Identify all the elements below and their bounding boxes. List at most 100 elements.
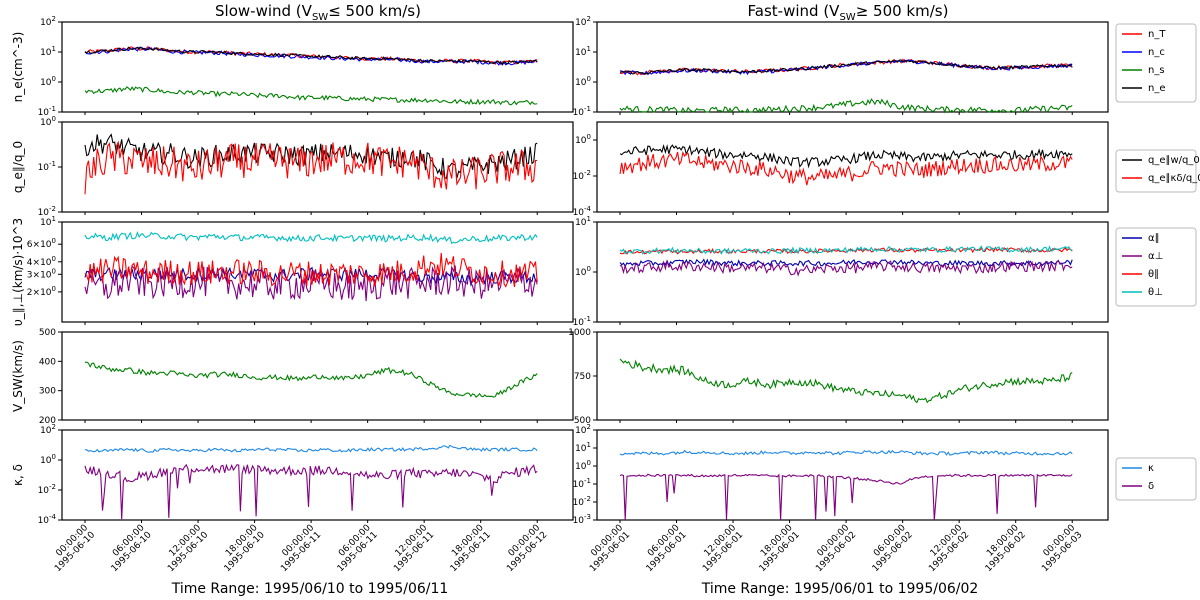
y-tick-label: 400	[39, 357, 56, 367]
y-tick-label: 100	[575, 459, 591, 472]
series-line-α∥	[619, 258, 1073, 268]
y-tick-label: 101	[40, 45, 56, 58]
y-tick-label: 100	[40, 453, 56, 466]
panel-density-right: 10-1 100 101 102	[573, 15, 1109, 118]
series-line-δ	[619, 473, 1073, 521]
series-line-α⊥	[619, 259, 1073, 277]
x-tick-label: 18:00:001995-06-10	[216, 523, 267, 574]
y-tick-label: 10-2	[38, 483, 56, 496]
legend-box	[1115, 23, 1197, 103]
x-tick-label: 12:00:001995-06-10	[159, 523, 210, 574]
y-tick-label: 10-1	[573, 477, 591, 490]
y-tick-label: 10-4	[573, 205, 592, 218]
y-tick-label: 500	[574, 416, 591, 426]
y-tick-label: 10-2	[38, 205, 56, 218]
series-line-n_s	[84, 86, 538, 106]
panel-heatflux-right: 10-4 10-2 100	[573, 121, 1109, 218]
y-tick-label: 10-3	[573, 513, 591, 526]
legend-label: κ	[1148, 463, 1154, 474]
axes-frame	[61, 21, 574, 113]
legend-kappa-delta: κδ	[1115, 457, 1197, 501]
legend-label: θ⊥	[1148, 287, 1163, 298]
x-tick-label: 18:00:001995-06-01	[751, 523, 802, 574]
y-tick-label: 102	[40, 423, 56, 436]
panel-speed-right: 500 750 1000	[568, 328, 1109, 426]
series-line-q_e∥κδ/q_0	[619, 150, 1073, 186]
y-tick-label: 750	[574, 372, 591, 382]
legend-label: q_e∥κδ/q_0	[1148, 173, 1200, 184]
axes-frame	[61, 221, 574, 323]
y-axis-label: n_e(cm^-3)	[11, 32, 25, 103]
y-tick-label: 101	[40, 215, 56, 228]
axes-frame	[61, 331, 574, 421]
series-line-θ∥	[84, 252, 538, 288]
y-tick-label: 2×100	[27, 285, 56, 298]
y-tick-label: 6×100	[27, 237, 56, 250]
axes-frame	[596, 121, 1109, 213]
x-tick-label: 12:00:001995-06-11	[385, 523, 436, 574]
x-tick-label: 00:00:001995-06-11	[272, 523, 323, 574]
panel-kappa-delta-right: 10-3 10-2 10-1 100 101 102	[573, 423, 1109, 526]
x-tick-label: 00:00:001995-06-12	[498, 523, 549, 574]
legend-box	[1115, 227, 1197, 307]
left-column-title: Slow-wind (VSW≤ 500 km/s)	[215, 2, 421, 23]
y-tick-label: 102	[40, 15, 56, 28]
y-tick-label: 3×100	[27, 267, 56, 280]
y-tick-label: 300	[39, 387, 56, 397]
legend-label: q_e∥w/q_0	[1148, 155, 1200, 166]
x-tick-label: 12:00:001995-06-01	[694, 523, 745, 574]
y-tick-label: 102	[575, 15, 591, 28]
x-tick-label: 06:00:001995-06-10	[103, 523, 154, 574]
x-tick-label: 12:00:001995-06-02	[920, 523, 971, 574]
x-tick-label: 00:00:001995-06-01	[581, 523, 632, 574]
legend-density: n_T n_c n_s n_e	[1115, 23, 1197, 103]
series-line-n_c	[619, 59, 1073, 76]
axes-frame	[61, 429, 574, 521]
y-tick-label: 500	[39, 328, 56, 338]
x-tick-label: 00:00:001995-06-03	[1033, 523, 1084, 574]
y-tick-label: 100	[575, 265, 591, 278]
series-line-n_e	[619, 59, 1073, 75]
y-tick-label: 200	[39, 416, 56, 426]
legend-label: δ	[1148, 481, 1154, 492]
right-time-range: Time Range: 1995/06/01 to 1995/06/02	[701, 581, 979, 597]
y-tick-label: 1000	[568, 328, 591, 338]
legend-label: α⊥	[1148, 251, 1163, 262]
series-line-θ∥	[619, 246, 1073, 255]
series-line-θ⊥	[619, 245, 1073, 255]
series-line-θ⊥	[84, 231, 538, 245]
legend-box	[1115, 457, 1197, 501]
y-axis-label: υ_∥,⊥(km/s)·10^3	[11, 218, 25, 326]
x-tick-label: 06:00:001995-06-01	[638, 523, 689, 574]
x-tick-label: 18:00:001995-06-02	[977, 523, 1028, 574]
legend-label: n_T	[1148, 29, 1166, 40]
y-tick-label: 10-1	[38, 160, 56, 173]
legend-label: n_c	[1148, 47, 1165, 58]
series-line-δ	[84, 463, 538, 520]
panel-thermal-right: 10-1 100 101	[573, 215, 1109, 328]
series-line-n_e	[84, 46, 538, 65]
y-tick-label: 4×100	[27, 255, 56, 268]
y-axis-label: V_SW(km/s)	[11, 340, 25, 412]
axes-frame	[596, 21, 1109, 113]
axes-frame	[596, 429, 1109, 521]
legend-label: θ∥	[1148, 269, 1159, 280]
x-tick-label: 18:00:001995-06-11	[442, 523, 493, 574]
y-tick-label: 10-4	[38, 513, 57, 526]
y-tick-label: 100	[40, 115, 56, 128]
series-line-V_SW	[619, 358, 1073, 404]
y-tick-label: 101	[575, 215, 591, 228]
y-axis-label: q_e∥/q_0	[11, 141, 25, 193]
panel-density-left: 10-1 100 101 102	[38, 15, 574, 118]
y-tick-label: 100	[40, 75, 56, 88]
x-tick-label: 00:00:001995-06-02	[807, 523, 858, 574]
x-tick-label: 06:00:001995-06-11	[329, 523, 380, 574]
panel-speed-left: 200 300 400 500	[39, 328, 574, 426]
y-tick-label: 102	[575, 423, 591, 436]
x-tick-label: 00:00:001995-06-10	[46, 523, 97, 574]
legend-label: n_s	[1148, 65, 1165, 76]
panel-kappa-delta-left: 10-4 10-2 100 102	[38, 423, 574, 526]
